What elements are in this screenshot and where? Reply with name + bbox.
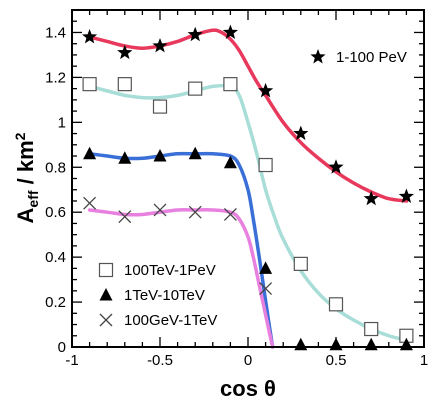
y-axis-title-unit: / km: [13, 140, 38, 190]
point-1-100-pev-9: [398, 188, 415, 203]
y-axis-title: Aeff / km2: [12, 132, 41, 223]
point-100gev-1tev-1: [118, 210, 132, 224]
point-1-100-pev-6: [293, 125, 309, 141]
x-tick-label: 0.5: [326, 352, 347, 369]
y-axis-title-main: A: [13, 207, 38, 223]
legend-marker-1tev-10tev: [99, 288, 113, 301]
point-100gev-1tev-0: [83, 196, 97, 210]
x-axis-title: cos θ: [220, 376, 276, 401]
y-axis-ticks: 0 0.2 0.4 0.6 0.8 1 1.2 1.4: [45, 9, 424, 356]
legend-label-100tev-1pev: 100TeV-1PeV: [124, 262, 216, 279]
point-1-100-pev-2: [152, 37, 168, 53]
legend: 1-100 PeV 100TeV-1PeV 1TeV-10TeV 100GeV-1Te…: [98, 49, 407, 329]
point-100tev-1pev-6: [293, 256, 308, 271]
point-100tev-1pev-4: [223, 77, 238, 92]
point-1tev-10tev-0: [83, 146, 97, 160]
x-axis-ticks: -1 -0.5 0 0.5 1: [65, 10, 428, 369]
legend-label-100gev-1tev: 100GeV-1TeV: [124, 312, 217, 329]
x-tick-label: -1: [65, 352, 78, 369]
point-100gev-1tev-2: [153, 203, 167, 217]
y-tick-label: 0: [58, 339, 66, 356]
y-axis-title-sup: 2: [12, 132, 28, 140]
y-tick-label: 0.4: [45, 249, 66, 266]
point-100tev-1pev-1: [117, 77, 132, 92]
point-1tev-10tev-3: [188, 146, 202, 160]
point-1tev-10tev-2: [153, 149, 167, 162]
y-tick-label: 0.8: [45, 159, 66, 176]
legend-marker-100tev-1pev: [98, 262, 114, 278]
point-1tev-10tev-1: [118, 151, 132, 164]
legend-marker-1-100-pev: [310, 49, 326, 64]
legend-label-1tev-10tev: 1TeV-10TeV: [124, 287, 205, 304]
y-tick-label: 1.4: [45, 24, 66, 41]
point-100tev-1pev-3: [188, 81, 203, 96]
point-100tev-1pev-8: [364, 321, 379, 337]
point-1-100-pev-1: [117, 44, 133, 60]
point-100tev-1pev-5: [258, 157, 273, 173]
point-1tev-10tev-5: [259, 261, 273, 274]
curve-100gev-1tev: [87, 208, 275, 349]
point-100tev-1pev-7: [328, 297, 344, 312]
point-100tev-1pev-2: [152, 99, 168, 114]
point-1-100-pev-4: [222, 24, 239, 39]
point-100tev-1pev-0: [82, 77, 97, 92]
point-1-100-pev-0: [81, 28, 98, 44]
curve-1-100-pev: [87, 28, 409, 203]
point-1tev-10tev-4: [223, 155, 237, 169]
point-100gev-1tev-5: [259, 282, 273, 296]
y-tick-label: 0.6: [45, 204, 66, 221]
y-tick-label: 1: [58, 114, 66, 131]
curve-100tev-1pev: [87, 83, 409, 343]
point-1-100-pev-8: [363, 190, 379, 206]
legend-marker-100gev-1tev: [99, 313, 113, 327]
y-tick-label: 1.2: [45, 69, 66, 86]
point-1-100-pev-7: [328, 159, 344, 174]
y-tick-label: 0.2: [45, 294, 66, 311]
legend-label-1-100-pev: 1-100 PeV: [336, 49, 407, 66]
x-tick-label: 1: [420, 352, 428, 369]
point-100gev-1tev-3: [188, 205, 202, 219]
point-1-100-pev-5: [257, 82, 274, 98]
point-1-100-pev-3: [187, 26, 203, 42]
fit-curves: [87, 28, 409, 349]
point-100gev-1tev-4: [223, 207, 237, 221]
x-tick-label: 0: [244, 352, 252, 369]
x-tick-label: -0.5: [147, 352, 173, 369]
y-axis-title-sub: eff: [25, 190, 41, 207]
